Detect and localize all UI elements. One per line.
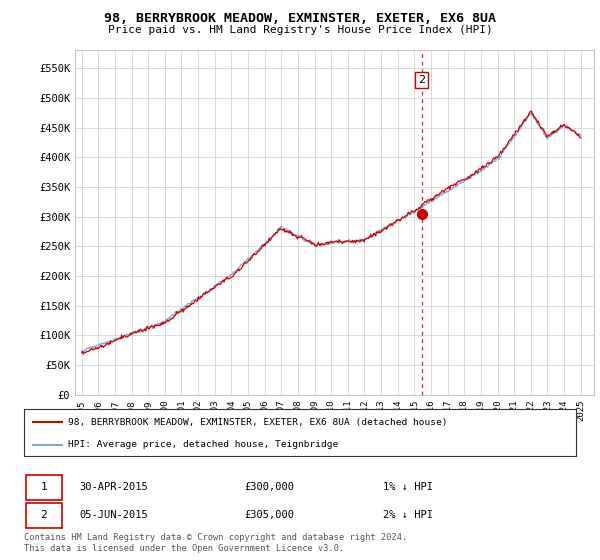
Text: Price paid vs. HM Land Registry's House Price Index (HPI): Price paid vs. HM Land Registry's House … (107, 25, 493, 35)
Text: Contains HM Land Registry data © Crown copyright and database right 2024.
This d: Contains HM Land Registry data © Crown c… (24, 533, 407, 553)
Text: HPI: Average price, detached house, Teignbridge: HPI: Average price, detached house, Teig… (68, 440, 338, 449)
FancyBboxPatch shape (26, 475, 62, 500)
Text: 98, BERRYBROOK MEADOW, EXMINSTER, EXETER, EX6 8UA (detached house): 98, BERRYBROOK MEADOW, EXMINSTER, EXETER… (68, 418, 448, 427)
Text: £300,000: £300,000 (245, 482, 295, 492)
Text: 1: 1 (40, 482, 47, 492)
FancyBboxPatch shape (26, 503, 62, 528)
Text: 05-JUN-2015: 05-JUN-2015 (79, 510, 148, 520)
Text: 30-APR-2015: 30-APR-2015 (79, 482, 148, 492)
Text: 1% ↓ HPI: 1% ↓ HPI (383, 482, 433, 492)
Text: 2: 2 (418, 75, 425, 85)
Text: £305,000: £305,000 (245, 510, 295, 520)
Text: 2: 2 (40, 510, 47, 520)
Text: 2% ↓ HPI: 2% ↓ HPI (383, 510, 433, 520)
Text: 98, BERRYBROOK MEADOW, EXMINSTER, EXETER, EX6 8UA: 98, BERRYBROOK MEADOW, EXMINSTER, EXETER… (104, 12, 496, 25)
